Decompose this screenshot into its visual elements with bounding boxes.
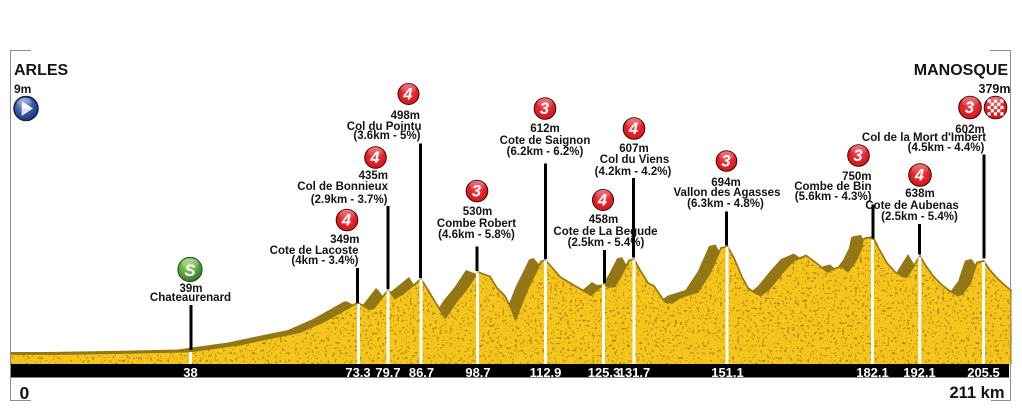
svg-text:3: 3 xyxy=(853,147,862,165)
svg-text:4: 4 xyxy=(402,86,412,104)
svg-text:4: 4 xyxy=(369,149,379,167)
svg-text:3: 3 xyxy=(965,99,974,117)
svg-text:3: 3 xyxy=(540,100,549,118)
svg-text:4: 4 xyxy=(341,212,351,230)
svg-text:4: 4 xyxy=(914,167,924,185)
svg-text:4: 4 xyxy=(597,192,607,210)
svg-text:3: 3 xyxy=(721,153,730,171)
svg-text:4: 4 xyxy=(628,120,638,138)
svg-text:3: 3 xyxy=(472,183,481,201)
